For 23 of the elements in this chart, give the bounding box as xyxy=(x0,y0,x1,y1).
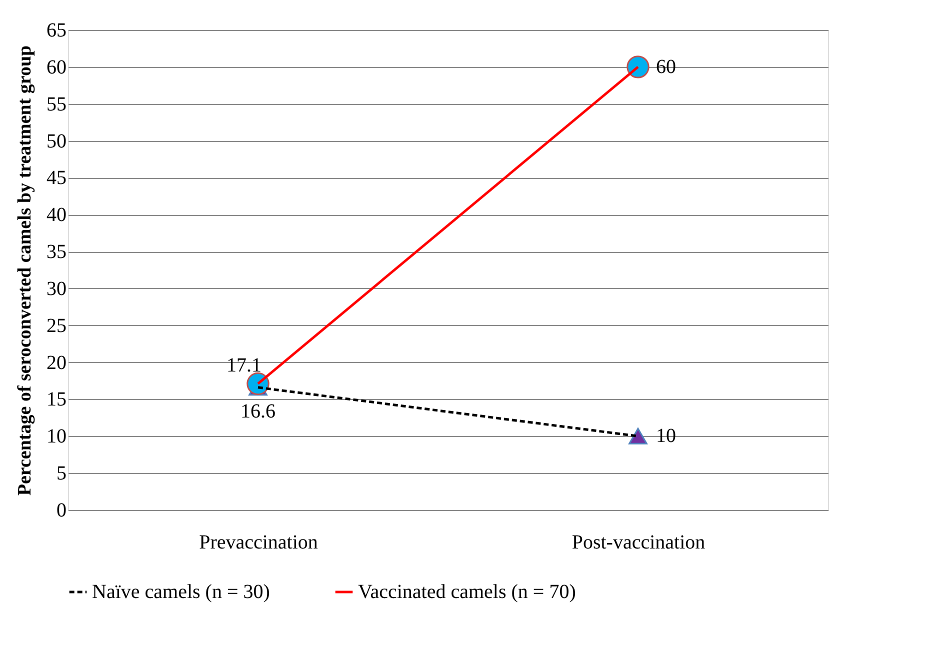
x-tick-label: Post-vaccination xyxy=(572,532,706,554)
y-tick-label: 50 xyxy=(46,130,66,152)
y-tick-label: 55 xyxy=(46,93,66,116)
y-tick-label: 20 xyxy=(46,352,66,374)
y-tick-label: 10 xyxy=(46,426,66,448)
y-tick-label: 0 xyxy=(56,500,66,522)
y-axis-title: Percentage of seroconverted camels by treatment group xyxy=(14,45,36,496)
y-tick-label: 45 xyxy=(46,167,66,190)
y-tick-label: 65 xyxy=(46,20,66,42)
data-label: 60 xyxy=(656,56,676,78)
y-tick-label: 15 xyxy=(46,388,66,411)
data-label: 17.1 xyxy=(226,354,262,377)
data-label: 16.6 xyxy=(240,400,276,422)
y-tick-label: 5 xyxy=(56,462,66,485)
legend-label: Vaccinated camels (n = 70) xyxy=(358,581,576,603)
data-label: 10 xyxy=(656,425,676,448)
y-tick-label: 40 xyxy=(46,204,66,226)
y-tick-label: 25 xyxy=(46,314,66,337)
y-tick-label: 35 xyxy=(46,241,66,264)
y-tick-label: 30 xyxy=(46,278,66,300)
y-tick-label: 60 xyxy=(46,56,66,78)
legend-label: Naïve camels (n = 30) xyxy=(92,581,270,603)
x-tick-label: Prevaccination xyxy=(199,532,318,554)
